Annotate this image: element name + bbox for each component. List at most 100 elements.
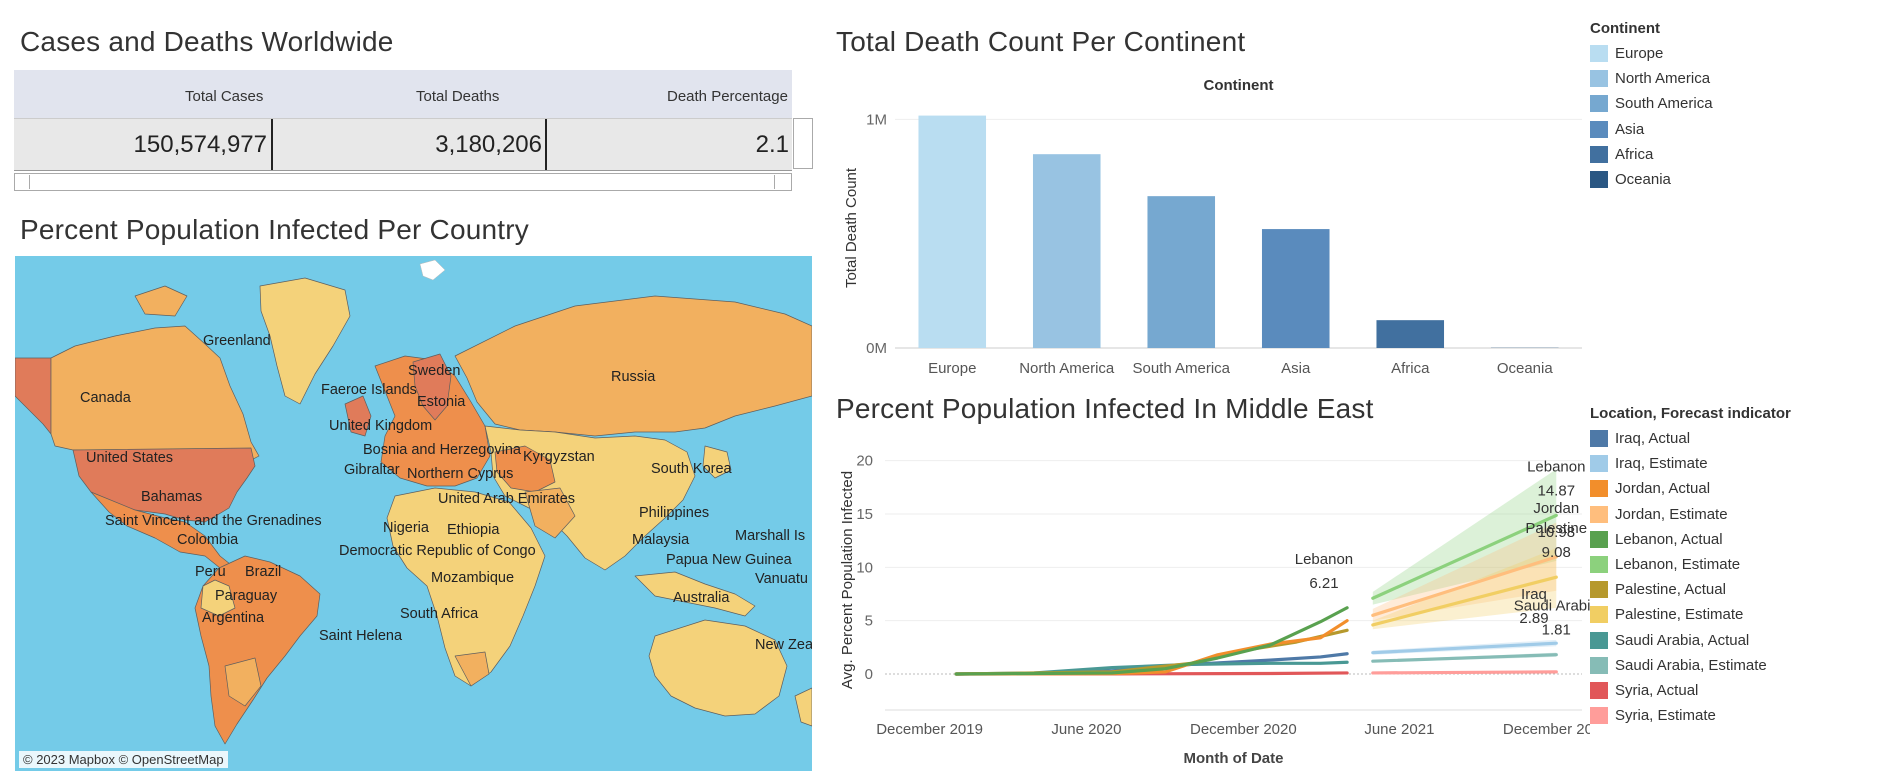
- map-label-paraguay: Paraguay: [215, 588, 278, 604]
- legend-item-saudi-arabia-estimate[interactable]: Saudi Arabia, Estimate: [1590, 653, 1791, 678]
- scrollbar-thumb[interactable]: [29, 175, 775, 189]
- bar-africa[interactable]: [1376, 320, 1445, 348]
- legend-item-asia[interactable]: Asia: [1590, 117, 1713, 142]
- legend-item-syria-estimate[interactable]: Syria, Estimate: [1590, 703, 1791, 728]
- middle-east-line-chart[interactable]: 0 5 10 15 20 December 2019 June 2020 December 2…: [830, 430, 1590, 770]
- series-line-lebanon-actual[interactable]: [954, 606, 1349, 676]
- map-label-united-arab-emirates: United Arab Emirates: [438, 491, 575, 507]
- legend-item-iraq-estimate[interactable]: Iraq, Estimate: [1590, 451, 1791, 476]
- legend-label: Jordan, Actual: [1615, 480, 1711, 498]
- x-tick-label-south-america: South America: [1132, 360, 1230, 377]
- legend-item-jordan-estimate[interactable]: Jordan, Estimate: [1590, 502, 1791, 527]
- series-line-iraq-estimate[interactable]: [1371, 641, 1558, 655]
- y-tick-label: 0M: [866, 340, 887, 357]
- map-label-estonia: Estonia: [417, 394, 466, 410]
- bar-asia[interactable]: [1261, 229, 1330, 348]
- region-africa[interactable]: [386, 487, 546, 687]
- region-scandinavia[interactable]: [412, 353, 452, 421]
- region-colombia[interactable]: [200, 579, 236, 617]
- x-tick-label: December 2019: [876, 721, 983, 738]
- legend-item-lebanon-actual[interactable]: Lebanon, Actual: [1590, 527, 1791, 552]
- map-label-peru: Peru: [195, 564, 226, 580]
- region-australia[interactable]: [648, 619, 788, 717]
- legend-item-oceania[interactable]: Oceania: [1590, 167, 1713, 192]
- region-middle-east[interactable]: [524, 487, 576, 539]
- legend-item-lebanon-estimate[interactable]: Lebanon, Estimate: [1590, 552, 1791, 577]
- map-label-mozambique: Mozambique: [431, 570, 514, 586]
- annotation-name-saudi-arabia: Saudi Arabia: [1514, 598, 1590, 615]
- annotation-name-iraq: Iraq: [1521, 586, 1547, 603]
- bar-europe[interactable]: [918, 115, 987, 348]
- map-label-south-korea: South Korea: [651, 461, 733, 477]
- map-label-democratic-republic-of-congo: Democratic Republic of Congo: [339, 543, 536, 559]
- map-label-brazil: Brazil: [245, 564, 281, 580]
- annotation-name-lebanon: Lebanon: [1527, 458, 1585, 475]
- series-line-palestine-estimate[interactable]: [1371, 575, 1558, 627]
- legend-label: Syria, Actual: [1615, 681, 1699, 699]
- region-russia[interactable]: [454, 295, 812, 437]
- x-tick-label-oceania: Oceania: [1497, 360, 1554, 377]
- world-infection-map[interactable]: Greenland Canada United States Bahamas Saint…: [15, 256, 812, 771]
- death-count-bar-chart[interactable]: Continent 0M 1M Total Death Count Europe Nort…: [830, 68, 1590, 386]
- legend-label: Saudi Arabia, Actual: [1615, 631, 1750, 649]
- legend-title: Location, Forecast indicator: [1590, 405, 1791, 422]
- series-line-syria-estimate[interactable]: [1371, 670, 1558, 675]
- y-tick-label: 20: [856, 453, 873, 470]
- legend-swatch: [1590, 505, 1608, 523]
- legend-swatch: [1590, 631, 1608, 649]
- legend-swatch: [1590, 70, 1608, 88]
- region-japan-korea[interactable]: [702, 445, 732, 479]
- x-axis-label: Month of Date: [1184, 750, 1284, 767]
- cell-death-percentage: 2.1: [755, 131, 789, 158]
- map-label-argentina: Argentina: [202, 610, 265, 626]
- y-tick-label: 15: [856, 506, 873, 523]
- legend-item-iraq-actual[interactable]: Iraq, Actual: [1590, 426, 1791, 451]
- legend-label: Africa: [1615, 145, 1654, 163]
- legend-item-saudi-arabia-actual[interactable]: Saudi Arabia, Actual: [1590, 628, 1791, 653]
- region-greenland[interactable]: [259, 277, 351, 405]
- legend-item-jordan-actual[interactable]: Jordan, Actual: [1590, 476, 1791, 501]
- legend-label: Saudi Arabia, Estimate: [1615, 656, 1767, 674]
- bar-south-america[interactable]: [1147, 196, 1216, 348]
- legend-item-south-america[interactable]: South America: [1590, 91, 1713, 116]
- legend-label: Jordan, Estimate: [1615, 505, 1728, 523]
- vertical-scrollbar[interactable]: [793, 118, 813, 169]
- legend-label: Palestine, Actual: [1615, 581, 1726, 599]
- infected-map-title: Percent Population Infected Per Country: [20, 214, 529, 245]
- map-label-australia: Australia: [673, 590, 730, 606]
- region-canada-arctic[interactable]: [134, 285, 188, 317]
- column-divider: [545, 119, 547, 170]
- legend-item-north-america[interactable]: North America: [1590, 66, 1713, 91]
- middle-east-chart-title: Percent Population Infected In Middle Ea…: [836, 393, 1374, 424]
- legend-swatch: [1590, 556, 1608, 574]
- table-header-row: Total Cases Total Deaths Death Percentag…: [14, 70, 792, 118]
- legend-swatch: [1590, 45, 1608, 63]
- map-label-bosnia-and-herzegovina: Bosnia and Herzegovina: [363, 442, 522, 458]
- horizontal-scrollbar[interactable]: [14, 173, 792, 191]
- bar-north-america[interactable]: [1032, 154, 1101, 348]
- series-line-jordan-estimate[interactable]: [1371, 555, 1558, 617]
- legend-title: Continent: [1590, 20, 1660, 37]
- legend-item-africa[interactable]: Africa: [1590, 142, 1713, 167]
- region-indonesia[interactable]: [634, 571, 756, 617]
- y-axis-label: Total Death Count: [843, 167, 860, 288]
- y-tick-label: 5: [865, 613, 873, 630]
- region-united-kingdom[interactable]: [344, 395, 372, 437]
- region-argentina[interactable]: [224, 657, 262, 707]
- region-turkey-caucasus[interactable]: [494, 445, 556, 493]
- series-line-lebanon-estimate[interactable]: [1371, 513, 1558, 600]
- legend-swatch: [1590, 145, 1608, 163]
- series-line-saudi-arabia-estimate[interactable]: [1371, 653, 1558, 663]
- legend-item-palestine-estimate[interactable]: Palestine, Estimate: [1590, 602, 1791, 627]
- region-new-zealand[interactable]: [794, 687, 812, 727]
- legend-item-europe[interactable]: Europe: [1590, 41, 1713, 66]
- region-south-africa[interactable]: [454, 651, 490, 687]
- annotation-value-saudi-arabia: 1.81: [1542, 622, 1571, 639]
- legend-item-palestine-actual[interactable]: Palestine, Actual: [1590, 577, 1791, 602]
- map-label-papua-new-guinea: Papua New Guinea: [666, 552, 793, 568]
- legend-swatch: [1590, 581, 1608, 599]
- legend-item-syria-actual[interactable]: Syria, Actual: [1590, 678, 1791, 703]
- y-tick-label: 1M: [866, 111, 887, 128]
- cell-total-deaths: 3,180,206: [435, 131, 542, 158]
- table-row: 150,574,977 3,180,206 2.1: [14, 118, 792, 171]
